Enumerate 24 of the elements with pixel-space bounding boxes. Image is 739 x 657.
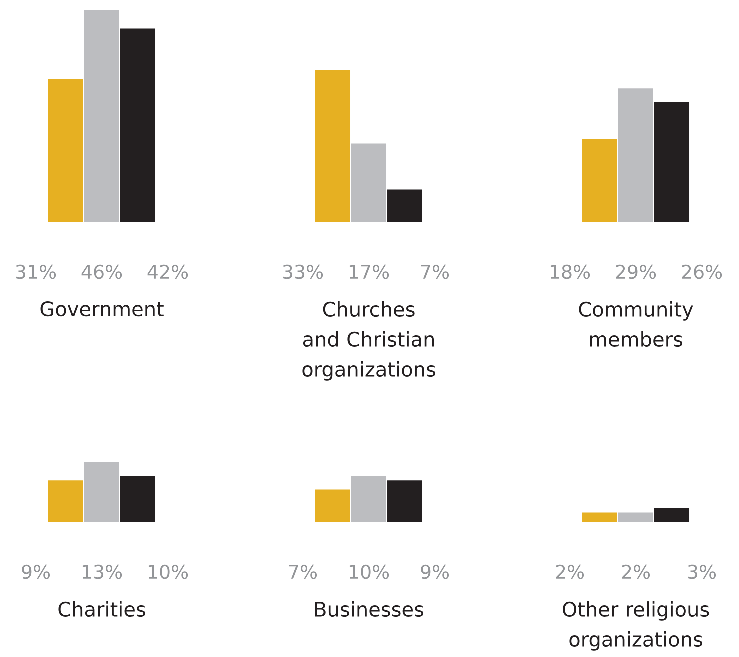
x-axis-title: Other religious organizations bbox=[563, 602, 710, 651]
x-axis-title: Churches and Christian organizations bbox=[302, 302, 436, 381]
x-axis-title: Charities bbox=[58, 602, 146, 618]
data-label: 33% bbox=[283, 264, 324, 280]
data-label: 26% bbox=[682, 264, 722, 280]
data-label: 10% bbox=[350, 564, 390, 580]
data-label: 2% bbox=[556, 564, 584, 580]
data-label: 3% bbox=[688, 564, 716, 580]
x-axis-title: Community members bbox=[579, 302, 694, 348]
data-label: 29% bbox=[616, 264, 656, 280]
data-label: 17% bbox=[350, 264, 390, 280]
data-label: 9% bbox=[421, 564, 450, 580]
x-axis-title: Government bbox=[40, 302, 164, 317]
data-label: 42% bbox=[148, 264, 188, 280]
data-label: 7% bbox=[289, 564, 318, 580]
data-label: 7% bbox=[421, 264, 450, 280]
data-label: 31% bbox=[16, 264, 56, 280]
data-label: 10% bbox=[148, 564, 188, 580]
data-label: 9% bbox=[22, 564, 50, 580]
data-label: 46% bbox=[82, 264, 122, 280]
data-label: 18% bbox=[550, 264, 590, 280]
data-label: 13% bbox=[82, 564, 122, 580]
data-label: 2% bbox=[622, 564, 650, 580]
x-axis-title: Businesses bbox=[316, 602, 424, 618]
